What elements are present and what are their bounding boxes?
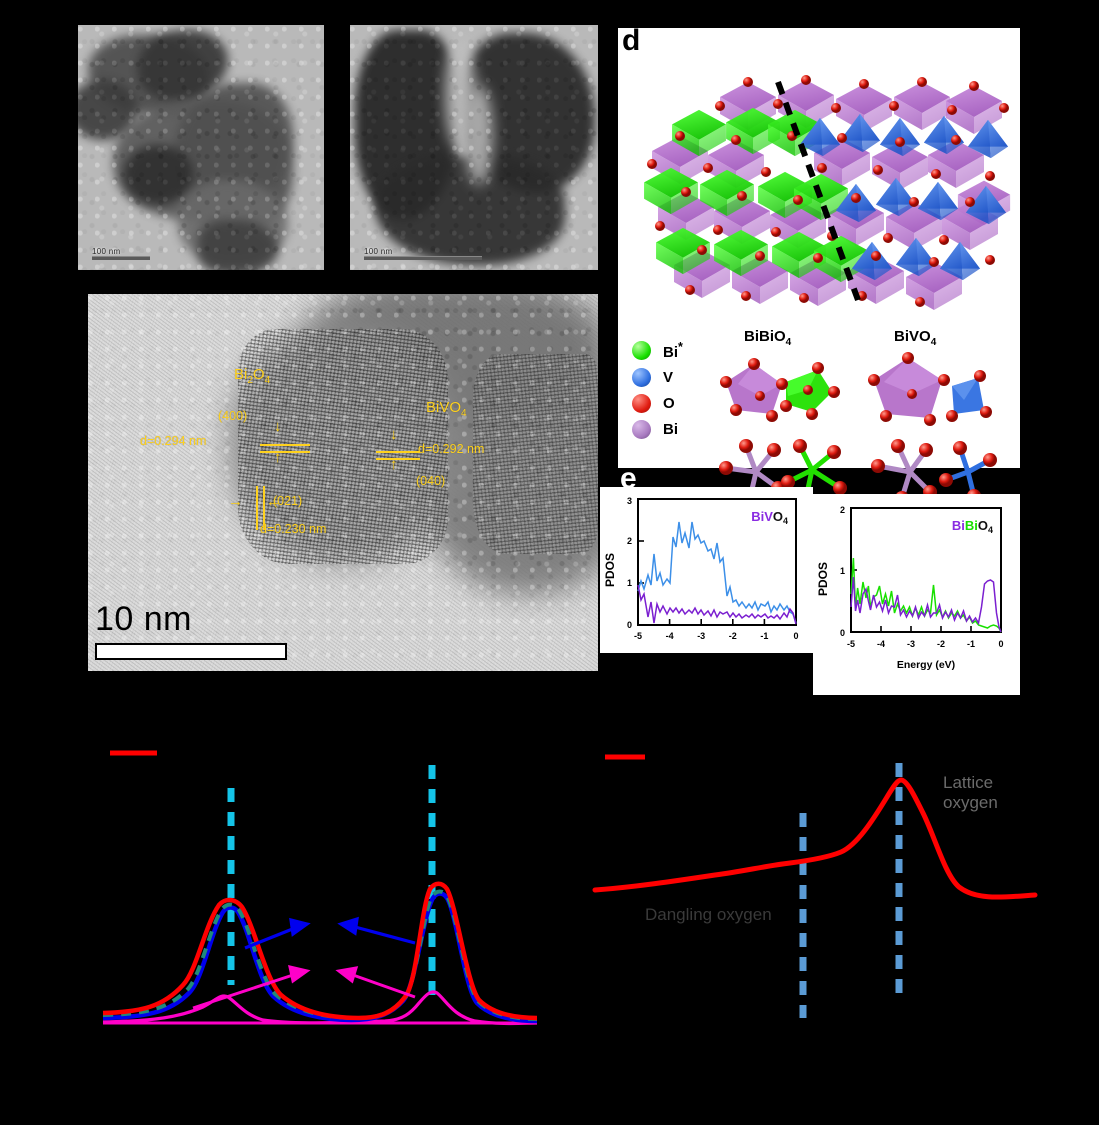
svg-text:1: 1 — [840, 566, 845, 576]
svg-text:-5: -5 — [847, 639, 855, 649]
interface-dashed-line — [775, 80, 861, 302]
legend-label-v: V — [663, 369, 674, 386]
svg-text:2: 2 — [840, 505, 845, 515]
svg-text:0: 0 — [793, 631, 798, 641]
svg-text:-3: -3 — [697, 631, 705, 641]
xps-chart-bi4f — [85, 735, 555, 1035]
scalebar-hrtem-label: 10 nm — [95, 600, 192, 638]
tem-image-b: 100 nm — [350, 25, 598, 270]
bi-sphere-icon — [632, 420, 651, 439]
hrtem-arrow-040-down: ↓ — [390, 426, 398, 443]
hrtem-plane-040: (040) — [416, 474, 446, 488]
svg-text:-4: -4 — [666, 631, 674, 641]
hrtem-dline-400-bottom — [260, 451, 310, 453]
svg-text:0: 0 — [998, 639, 1003, 649]
panel-d-crystal-structure: d — [618, 24, 1020, 505]
svg-text:0: 0 — [627, 620, 632, 630]
xps-bi4f-arrows-blue — [244, 916, 416, 950]
hrtem-arrow-040-up: ↑ — [390, 456, 398, 473]
o-sphere-icon — [632, 394, 651, 413]
panel-d-legend: Bi* V O Bi — [632, 340, 683, 446]
hrtem-arrow-021-left: ← — [266, 493, 281, 510]
svg-text:2: 2 — [627, 536, 632, 546]
hrtem-plane-021: (021) — [273, 494, 303, 508]
scalebar-tem-b: 100 nm — [364, 247, 482, 260]
legend-label-bi-star: Bi* — [663, 340, 683, 361]
legend-label-o: O — [663, 395, 675, 412]
xps-o1s-annotation-lattice: Lattice oxygen — [943, 773, 998, 814]
xps-bi4f-raw — [102, 881, 538, 1021]
hrtem-label-bivo4: BiVO4 — [426, 399, 467, 419]
svg-text:-1: -1 — [967, 639, 975, 649]
interface-structure-diagram — [644, 75, 1011, 310]
legend-item-o: O — [632, 394, 683, 413]
legend-item-bi-star: Bi* — [632, 340, 683, 361]
svg-text:-4: -4 — [877, 639, 885, 649]
panel-d-label: d — [622, 24, 641, 57]
pdos-chart-bivo4: 0 1 2 3 -5 -4 -3 -2 -1 0 — [600, 487, 813, 653]
legend-item-bi: Bi — [632, 420, 683, 439]
svg-text:PDOS: PDOS — [816, 562, 830, 596]
cluster-bivo4-polyhedra — [868, 352, 992, 426]
cluster-title-bivo4: BiVO4 — [894, 328, 937, 348]
hrtem-spacing-400: d=0.294 nm — [140, 434, 207, 448]
xps-chart-o1s: Dangling oxygen Lattice oxygen — [585, 735, 1055, 1035]
xps-bi4f-fit-sum — [102, 889, 538, 1021]
svg-text:BiVO4: BiVO4 — [751, 509, 788, 526]
hrtem-arrow-400-down: ↓ — [274, 418, 282, 435]
scalebar-line — [364, 256, 482, 260]
cluster-title-bibio4: BiBiO4 — [744, 328, 792, 348]
svg-text:-3: -3 — [907, 639, 915, 649]
legend-label-bi: Bi — [663, 421, 678, 438]
scalebar-hrtem: 10 nm — [95, 600, 287, 660]
svg-text:0: 0 — [840, 628, 845, 638]
scalebar-line — [92, 256, 150, 260]
svg-text:PDOS: PDOS — [603, 553, 617, 587]
hrtem-dline-021-left — [256, 486, 258, 530]
svg-text:BiBiO4: BiBiO4 — [952, 518, 993, 535]
svg-text:-1: -1 — [760, 631, 768, 641]
pdos-xaxis-title: Energy (eV) — [897, 659, 955, 671]
hrtem-plane-400: (400) — [218, 409, 248, 423]
svg-text:1: 1 — [627, 578, 632, 588]
svg-text:3: 3 — [627, 496, 632, 506]
hrtem-dline-400-top — [260, 444, 310, 446]
scalebar-label: 100 nm — [364, 247, 393, 256]
xps-o1s-annotation-lattice-line2: oxygen — [943, 793, 998, 813]
hrtem-spacing-021: d=0.230 nm — [260, 522, 327, 536]
scalebar-hrtem-bar — [95, 643, 287, 660]
cluster-bibio4-polyhedra — [720, 358, 840, 422]
legend-item-v: V — [632, 368, 683, 387]
hrtem-image: Bi2O4 (400) d=0.294 nm ↓ ↑ (021) → ← d=0… — [88, 294, 598, 671]
xps-o1s-annotation-lattice-line1: Lattice — [943, 773, 994, 792]
svg-text:-5: -5 — [634, 631, 642, 641]
xps-bi4f-arrows-magenta — [192, 964, 416, 1010]
hrtem-dline-040-bottom — [376, 458, 420, 460]
bi-star-sphere-icon — [632, 341, 651, 360]
scalebar-tem-a: 100 nm — [92, 247, 150, 260]
v-sphere-icon — [632, 368, 651, 387]
svg-text:-2: -2 — [937, 639, 945, 649]
hrtem-label-bi2o4: Bi2O4 — [234, 366, 271, 386]
xps-bi4f-component-blue — [102, 891, 538, 1024]
xps-o1s-raw — [592, 777, 1038, 900]
svg-text:-2: -2 — [729, 631, 737, 641]
pdos-chart-bibio4: 0 1 2 -5 -4 -3 -2 -1 0 BiBi — [813, 494, 1020, 695]
panel-e-label: e — [620, 462, 637, 495]
hrtem-dline-021-right — [263, 486, 265, 530]
hrtem-arrow-021-right: → — [228, 493, 243, 510]
hrtem-arrow-400-up: ↑ — [274, 449, 282, 466]
tem-image-a: 100 nm — [78, 25, 324, 270]
hrtem-dline-040-top — [376, 451, 420, 453]
xps-o1s-annotation-dangling: Dangling oxygen — [645, 905, 772, 924]
hrtem-spacing-040: d=0.292 nm — [418, 442, 485, 456]
scalebar-label: 100 nm — [92, 247, 121, 256]
